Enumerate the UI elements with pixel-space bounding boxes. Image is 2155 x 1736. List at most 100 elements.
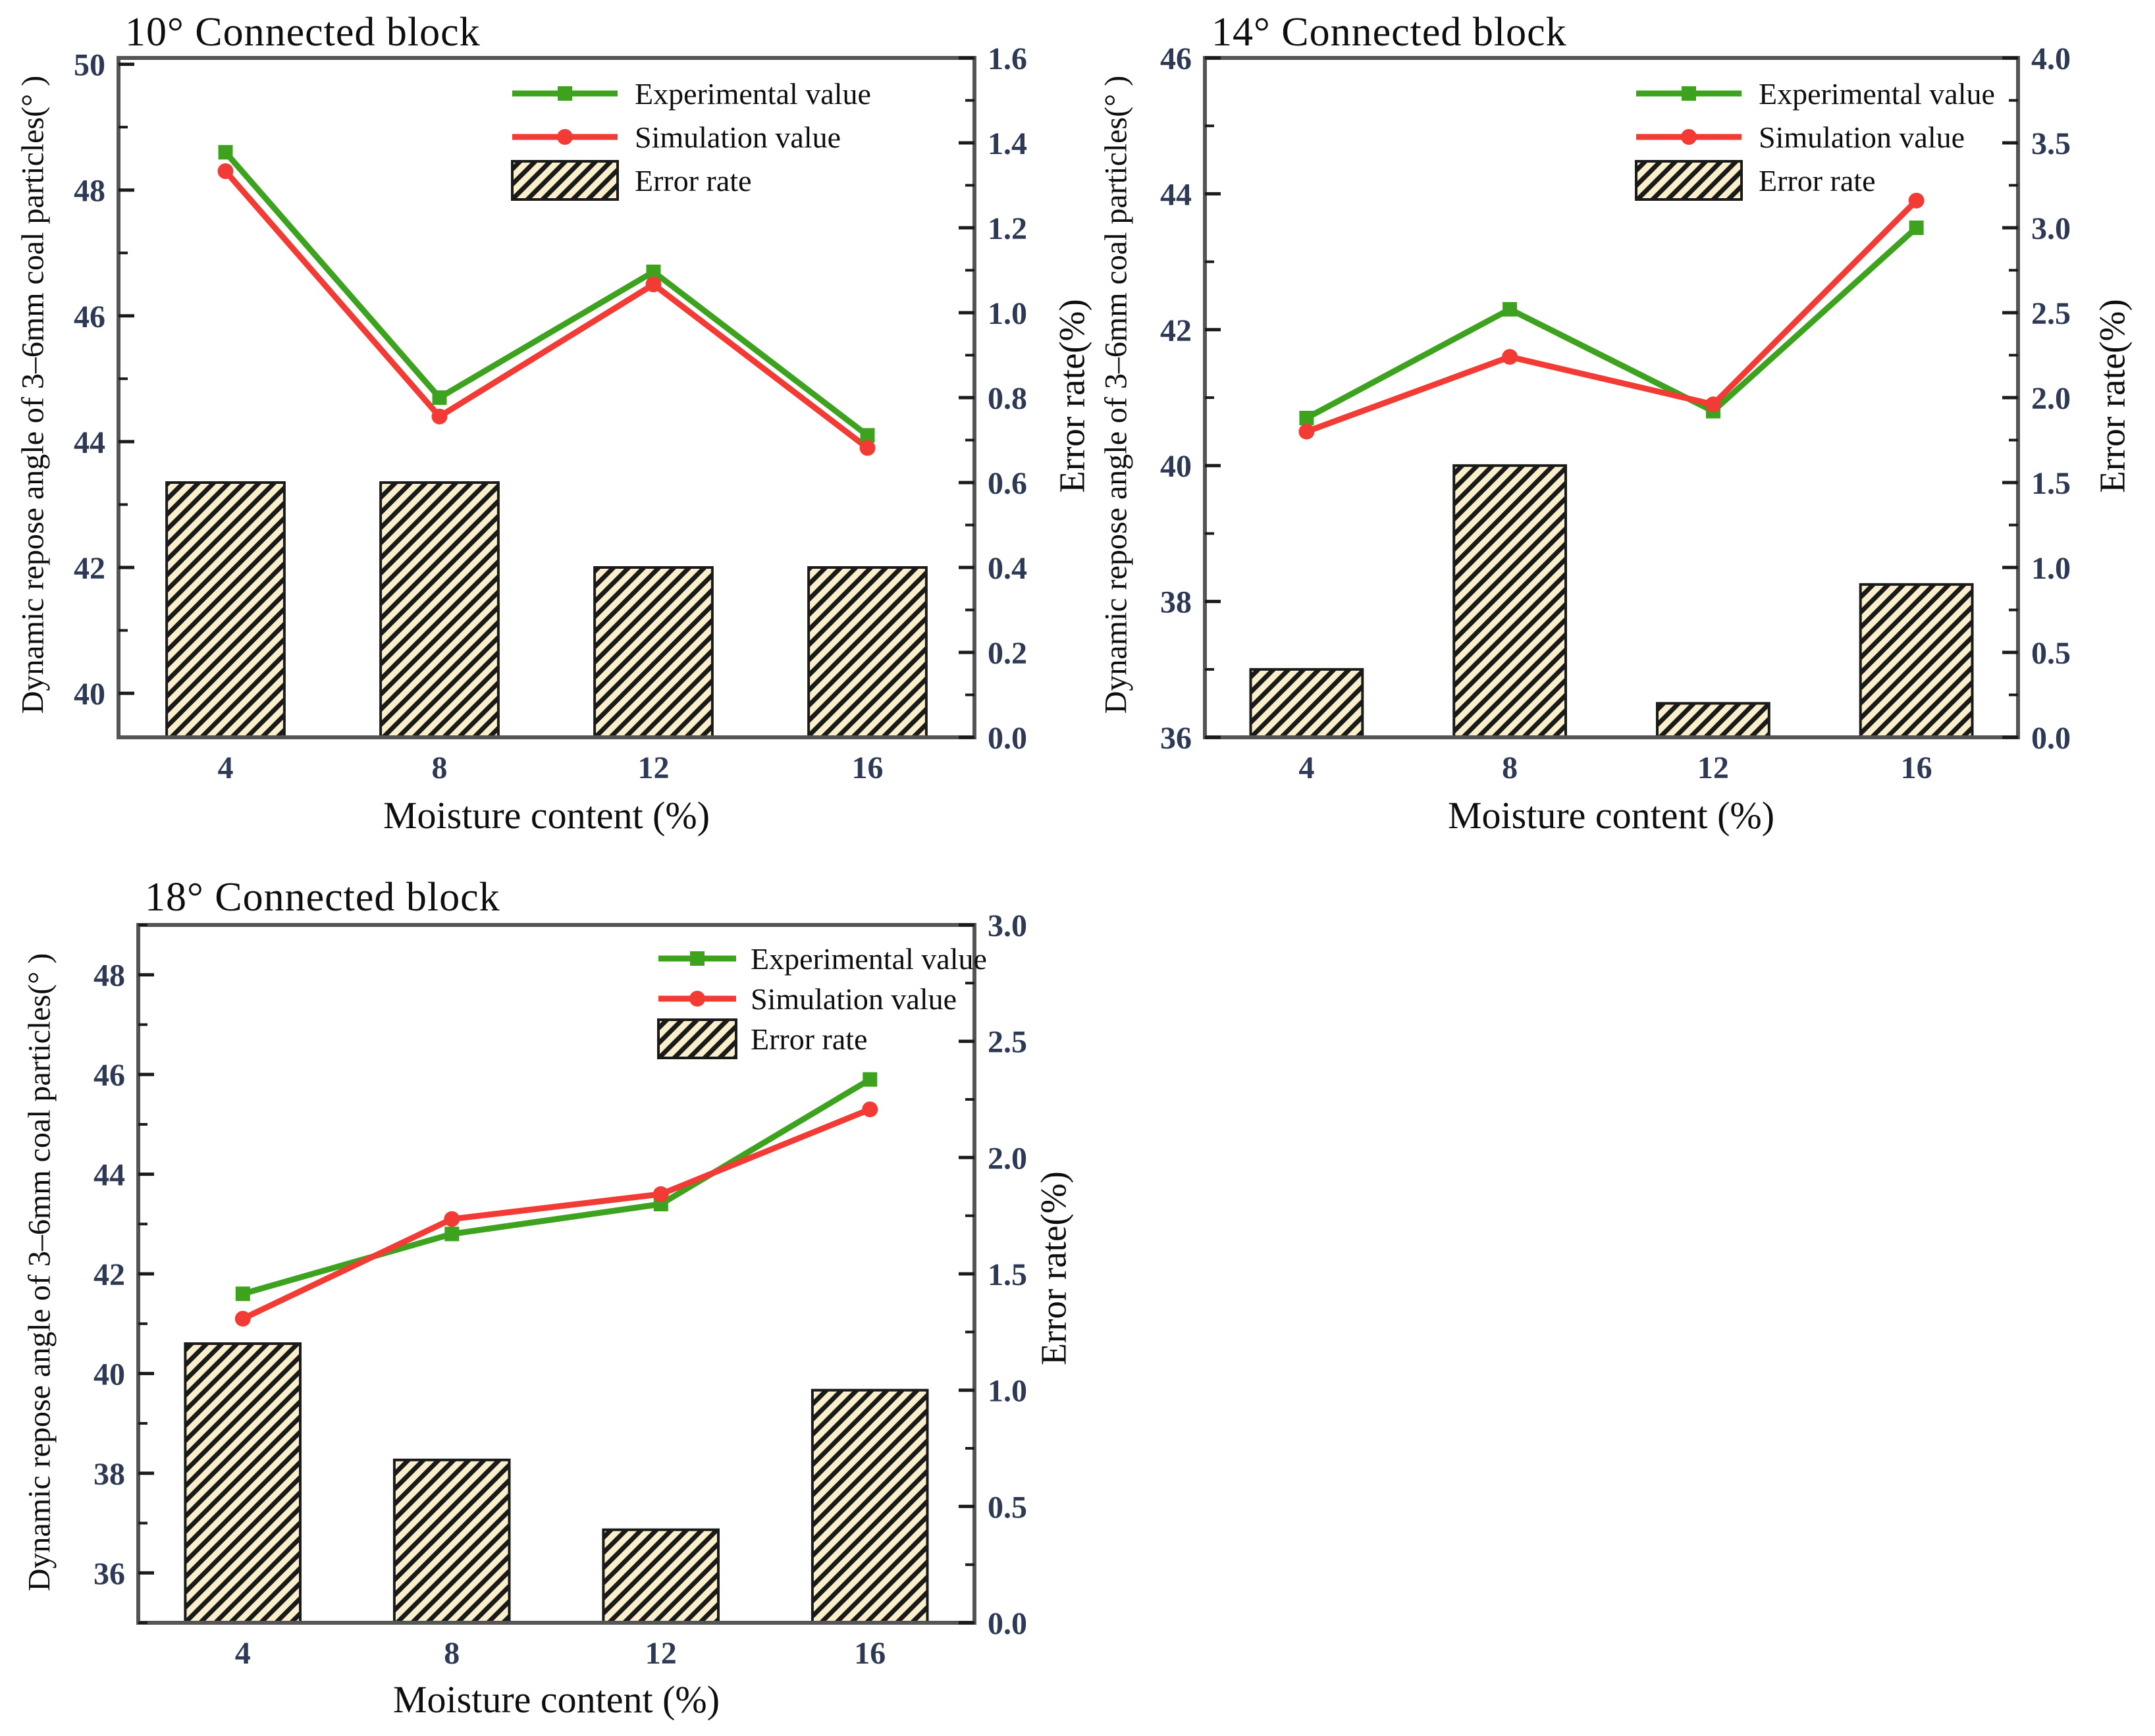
square-marker — [444, 1226, 460, 1242]
right-axis-tick-labels: 0.0 0.5 1.0 1.5 2.0 2.5 3.0 3.5 4.0 — [2031, 41, 2071, 756]
right-axis-tick-labels: 0.0 0.5 1.0 1.5 2.0 2.5 3.0 — [988, 908, 1027, 1641]
error-rate-bar — [807, 566, 928, 739]
svg-text:8: 8 — [432, 750, 448, 785]
svg-text:3.0: 3.0 — [988, 908, 1027, 943]
left-axis-tick-labels: 40 42 44 46 48 50 — [74, 48, 105, 712]
series-experimental-markers — [218, 145, 875, 443]
svg-text:46: 46 — [1160, 41, 1192, 76]
error-rate-bar — [593, 566, 714, 739]
left-axis-tick-labels: 36 38 40 42 44 46 — [1160, 41, 1192, 756]
y-axis-label-left: Dynamic repose angle of 3–6mm coal parti… — [15, 75, 51, 714]
svg-text:46: 46 — [74, 300, 105, 334]
x-axis-label: Moisture content (%) — [383, 794, 710, 837]
svg-text:4: 4 — [218, 750, 234, 785]
svg-text:2.5: 2.5 — [2031, 296, 2071, 331]
svg-text:2.0: 2.0 — [2031, 381, 2071, 416]
chart-title: 10° Connected block — [125, 10, 481, 55]
svg-text:38: 38 — [93, 1457, 125, 1492]
series-simulation-markers — [1298, 192, 1925, 440]
svg-text:36: 36 — [93, 1556, 125, 1591]
circle-marker — [431, 408, 448, 425]
legend-error-rate-swatch — [657, 1018, 737, 1059]
svg-text:8: 8 — [1502, 750, 1518, 785]
svg-text:2.5: 2.5 — [988, 1025, 1027, 1060]
svg-text:1.0: 1.0 — [988, 296, 1027, 331]
right-axis-tick-labels: 0.0 0.2 0.4 0.6 0.8 1.0 1.2 1.4 1.6 — [988, 41, 1027, 756]
error-rate-bars — [1249, 464, 1974, 739]
svg-text:0.0: 0.0 — [2031, 721, 2071, 756]
circle-marker — [652, 1186, 669, 1202]
svg-text:0.8: 0.8 — [988, 381, 1027, 416]
svg-text:40: 40 — [93, 1357, 125, 1392]
svg-text:44: 44 — [1160, 177, 1192, 212]
left-axis-tick-labels: 36 38 40 42 44 46 48 — [93, 959, 125, 1592]
y-axis-label-right: Error rate(%) — [2092, 299, 2133, 493]
legend-circle-marker — [1681, 129, 1697, 145]
chart-title: 18° Connected block — [145, 875, 500, 920]
legend-label: Error rate — [635, 164, 752, 197]
legend-error-rate-swatch — [1635, 160, 1743, 201]
legend-label: Experimental value — [635, 77, 871, 111]
svg-text:1.0: 1.0 — [2031, 551, 2071, 586]
legend-square-marker — [690, 951, 705, 966]
svg-text:1.5: 1.5 — [988, 1257, 1027, 1292]
series-simulation-line — [1305, 198, 1919, 434]
svg-text:1.4: 1.4 — [988, 126, 1027, 161]
circle-marker — [1298, 423, 1315, 440]
error-rate-bar — [184, 1342, 302, 1624]
svg-text:0.0: 0.0 — [988, 1606, 1027, 1641]
svg-text:12: 12 — [1697, 750, 1729, 785]
square-marker — [860, 428, 875, 443]
x-axis-label: Moisture content (%) — [1447, 794, 1775, 837]
series-simulation-line — [223, 169, 870, 450]
legend-label: Simulation value — [635, 120, 841, 154]
error-rate-bar — [1656, 702, 1770, 739]
series-simulation-line — [241, 1106, 871, 1322]
right-axis-ticks — [959, 923, 974, 1625]
svg-text:1.2: 1.2 — [988, 211, 1027, 246]
legend-label: Error rate — [751, 1022, 868, 1056]
svg-text:1.5: 1.5 — [2031, 466, 2071, 501]
svg-text:3.0: 3.0 — [2031, 211, 2071, 246]
left-axis-ticks — [138, 924, 154, 1624]
x-tick-labels: 4 8 12 16 — [235, 1636, 886, 1671]
legend: Experimental value Simulation value Error … — [511, 77, 871, 201]
chart-14deg-connected-block: 36 38 40 42 44 46 0.0 0.5 1.0 1.5 2.0 2.5 3.0 3.5 4.0 4… — [1080, 0, 2155, 869]
plot-svg: 4042444648500.00.20.40.60.81.01.21.41.64… — [74, 41, 1027, 785]
chart-title: 14° Connected block — [1211, 10, 1567, 55]
svg-text:40: 40 — [1160, 449, 1192, 484]
square-marker — [1503, 302, 1518, 317]
square-marker — [235, 1286, 250, 1302]
left-axis-ticks — [119, 63, 134, 695]
legend-label: Error rate — [1759, 164, 1876, 197]
error-rate-bar — [165, 481, 286, 739]
svg-text:16: 16 — [1901, 750, 1932, 785]
series-experimental-markers — [1299, 221, 1924, 425]
svg-text:36: 36 — [1160, 721, 1192, 756]
y-axis-label-left: Dynamic repose angle of 3–6mm coal parti… — [1098, 75, 1134, 714]
left-axis-ticks — [1205, 56, 1221, 739]
legend-label: Experimental value — [1759, 77, 1995, 111]
legend-square-marker — [558, 86, 572, 101]
square-marker — [863, 1072, 878, 1087]
svg-text:4: 4 — [235, 1636, 251, 1671]
circle-marker — [1908, 192, 1925, 209]
x-tick-labels: 4 8 12 16 — [218, 750, 884, 785]
legend-circle-marker — [689, 991, 705, 1007]
svg-text:12: 12 — [645, 1636, 677, 1671]
error-rate-bar — [1859, 583, 1974, 739]
svg-text:50: 50 — [74, 48, 105, 83]
legend-circle-marker — [557, 129, 573, 145]
legend: Experimental value Simulation value Error … — [657, 942, 987, 1059]
svg-text:16: 16 — [854, 1636, 886, 1671]
svg-text:0.4: 0.4 — [988, 551, 1027, 586]
y-axis-label-right: Error rate(%) — [1033, 1171, 1074, 1365]
right-axis-ticks — [959, 56, 974, 739]
circle-marker — [217, 163, 234, 179]
y-axis-label-left: Dynamic repose angle of 3–6mm coal parti… — [22, 953, 57, 1592]
circle-marker — [859, 440, 876, 456]
x-axis-label: Moisture content (%) — [392, 1678, 720, 1721]
right-axis-ticks — [2002, 56, 2018, 739]
